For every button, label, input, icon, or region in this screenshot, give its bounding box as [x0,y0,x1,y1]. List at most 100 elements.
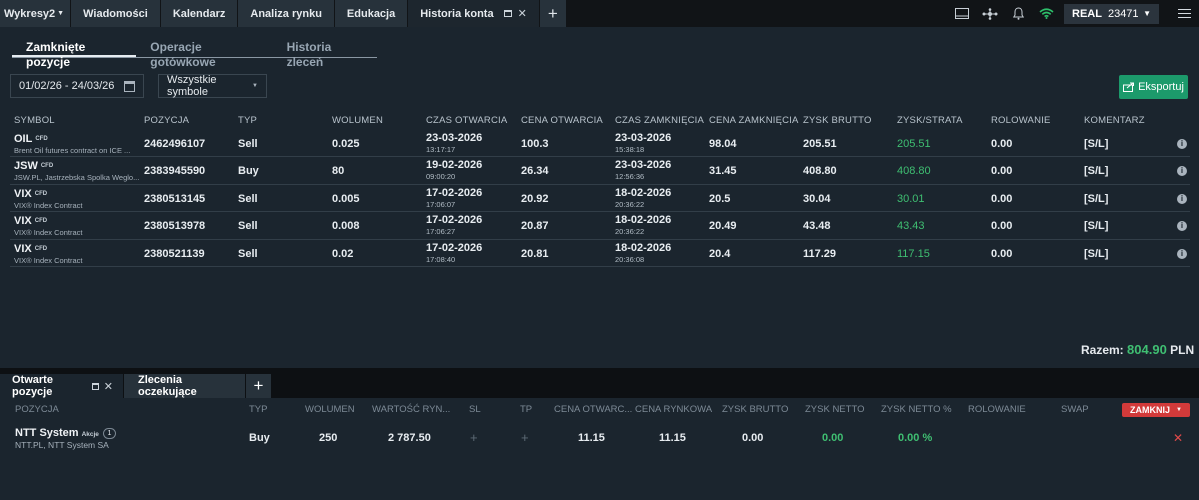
open-price: 20.92 [521,192,549,205]
menu-icon[interactable] [1169,0,1199,27]
date-range-picker[interactable]: 01/02/26 - 24/03/26 [10,74,144,98]
col-net-profit[interactable]: ZYSK NETTO [805,404,865,415]
symbol-filter-select[interactable]: Wszystkie symbole ▼ [158,74,267,98]
col-type[interactable]: TYP [238,115,258,126]
table-row[interactable]: VIX CFD VIX® Index Contract 2380521139 Sel… [10,240,1190,267]
rollover: 0.00 [991,247,1013,260]
top-right-controls: REAL 23471 ▼ [948,0,1199,27]
col-market-price[interactable]: CENA RYNKOWA [635,404,713,415]
layout-icon[interactable] [948,0,976,27]
col-open-price[interactable]: CENA OTWARCIA [521,115,603,126]
tab-edukacja[interactable]: Edukacja [334,0,408,27]
col-close-price[interactable]: CENA ZAMKNIĘCIA [709,115,799,126]
close-price: 31.45 [709,165,737,178]
caret-down-icon: ▼ [1176,407,1182,413]
add-stop-loss-button[interactable]: + [470,430,478,445]
undock-icon[interactable] [503,10,512,17]
open-date: 17-02-2026 [426,241,483,254]
symbol-cell: VIX CFD VIX® Index Contract [14,243,140,265]
instrument-description: NTT.PL, NTT System SA [15,440,109,450]
export-button[interactable]: Eksportuj [1119,75,1188,99]
history-subtabs: Zamknięte pozycje Operacje gotówkowe His… [12,40,377,69]
col-type[interactable]: TYP [249,404,268,415]
volume: 0.02 [332,247,354,260]
undock-icon[interactable] [91,382,99,390]
tab-closed-positions[interactable]: Zamknięte pozycje [12,40,137,69]
col-tp[interactable]: TP [520,404,533,415]
info-icon[interactable]: i [1177,166,1187,177]
tab-wykresy2[interactable]: Wykresy2 ▼ [0,0,71,27]
col-close-time[interactable]: CZAS ZAMKNIĘCIA [615,115,705,126]
tab-label: Wykresy2 [4,7,56,20]
tab-historia-konta[interactable]: Historia konta ✕ [408,0,539,27]
table-row[interactable]: OIL CFD Brent Oil futures contract on ICE … [10,130,1190,158]
caret-down-icon: ▼ [1143,9,1151,18]
volume: 0.005 [332,192,360,205]
table-row[interactable]: JSW CFD JSW.PL, Jastrzebska Spolka Weglo..… [10,157,1190,185]
info-icon[interactable]: i [1177,193,1187,204]
col-open-price[interactable]: CENA OTWARC... [554,404,633,415]
comment: [S/L] [1084,192,1109,205]
table-row[interactable]: VIX CFD VIX® Index Contract 2380513978 Sel… [10,212,1190,240]
position-count-badge: 1 [102,428,116,439]
tab-cash-operations[interactable]: Operacje gotówkowe [150,40,216,69]
tab-label: Zlecenia oczekujące [138,374,197,398]
info-icon[interactable]: i [1177,221,1187,232]
close-position-icon[interactable]: ✕ [1173,431,1184,445]
open-time: 19-02-2026 09:00:20 [426,159,482,181]
close-all-button[interactable]: ZAMKNIJ ▼ [1122,403,1190,417]
col-swap[interactable]: SWAP [1061,404,1089,415]
calendar-icon [124,80,135,92]
info-icon[interactable]: i [1177,248,1187,259]
col-rollover[interactable]: ROLOWANIE [991,115,1051,126]
col-rollover[interactable]: ROLOWANIE [968,404,1026,415]
tab-analiza-rynku[interactable]: Analiza rynku [238,0,334,27]
tab-label: Wiadomości [83,7,148,20]
symbol-description: JSW.PL, Jastrzebska Spolka Weglo... [14,173,140,183]
symbol-filter-value: Wszystkie symbole [167,74,217,98]
comment: [S/L] [1084,165,1109,178]
bell-icon[interactable] [1004,0,1032,27]
add-take-profit-button[interactable]: + [521,430,529,445]
profit-loss: 30.01 [897,192,925,205]
symbol: OIL [14,133,33,145]
col-profit-loss[interactable]: ZYSK/STRATA [897,115,963,126]
col-sl[interactable]: SL [469,404,481,415]
instrument-tag: CFD [34,190,48,197]
add-tab-button[interactable]: + [246,374,271,398]
col-gross-profit[interactable]: ZYSK BRUTTO [803,115,872,126]
account-selector[interactable]: REAL 23471 ▼ [1064,3,1159,24]
tab-open-positions[interactable]: Otwarte pozycje ✕ [0,374,123,398]
col-symbol[interactable]: SYMBOL [14,115,55,126]
table-row[interactable]: VIX CFD VIX® Index Contract 2380513145 Sel… [10,185,1190,213]
col-position[interactable]: POZYCJA [144,115,190,126]
open-position-row[interactable]: NTT System Akcje 1 NTT.PL, NTT System SA B… [0,424,1199,454]
close-date: 18-02-2026 [615,186,672,199]
account-number: 23471 [1107,7,1139,20]
tab-kalendarz[interactable]: Kalendarz [160,0,238,27]
col-open-time[interactable]: CZAS OTWARCIA [426,115,508,126]
gross-profit: 43.48 [803,220,831,233]
col-volume[interactable]: WOLUMEN [305,404,355,415]
tab-pending-orders[interactable]: Zlecenia oczekujące [124,374,245,398]
net-profit: 0.00 [822,432,844,444]
tab-order-history[interactable]: Historia zleceń [286,40,332,69]
tab-wiadomosci[interactable]: Wiadomości [71,0,160,27]
close-icon[interactable]: ✕ [103,380,113,393]
col-position[interactable]: POZYCJA [15,404,59,415]
close-clock: 12:56:36 [615,172,645,182]
col-market-value[interactable]: WARTOŚĆ RYN... [372,404,451,415]
caret-down-icon: ▼ [252,83,258,89]
info-icon[interactable]: i [1177,139,1187,149]
network-icon[interactable] [976,0,1004,27]
col-volume[interactable]: WOLUMEN [332,115,384,126]
col-gross-profit[interactable]: ZYSK BRUTTO [722,404,789,415]
close-time: 18-02-2026 20:36:22 [615,214,671,236]
instrument-tag: CFD [34,245,48,252]
col-net-profit-pct[interactable]: ZYSK NETTO % [881,404,952,415]
rollover: 0.00 [991,192,1013,205]
add-tab-button[interactable]: + [539,0,566,27]
col-comment[interactable]: KOMENTARZ [1084,115,1145,126]
close-icon[interactable]: ✕ [517,8,527,20]
open-time: 23-03-2026 13:17:17 [426,132,482,154]
